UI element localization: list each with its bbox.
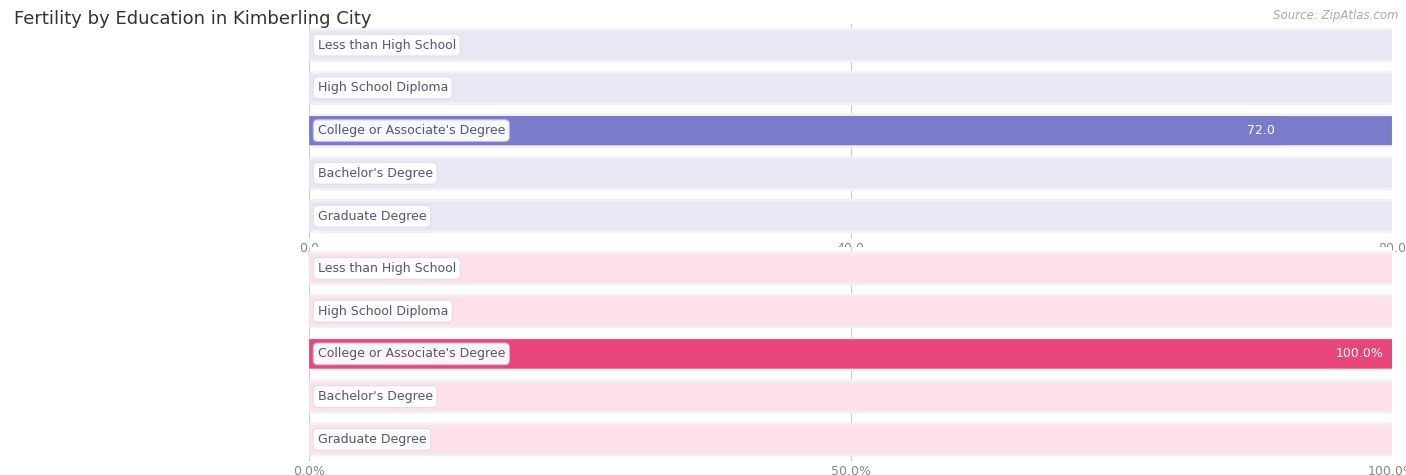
FancyBboxPatch shape bbox=[309, 337, 1392, 371]
Text: Source: ZipAtlas.com: Source: ZipAtlas.com bbox=[1274, 10, 1399, 22]
FancyBboxPatch shape bbox=[309, 296, 1392, 326]
FancyBboxPatch shape bbox=[309, 422, 1392, 456]
FancyBboxPatch shape bbox=[309, 116, 1284, 145]
Text: 0.0%: 0.0% bbox=[321, 304, 352, 318]
Text: College or Associate's Degree: College or Associate's Degree bbox=[318, 347, 505, 361]
Text: 0.0: 0.0 bbox=[321, 81, 340, 95]
FancyBboxPatch shape bbox=[309, 30, 1392, 60]
Text: Less than High School: Less than High School bbox=[318, 262, 456, 275]
FancyBboxPatch shape bbox=[309, 380, 1392, 414]
FancyBboxPatch shape bbox=[309, 201, 1392, 231]
Text: Bachelor's Degree: Bachelor's Degree bbox=[318, 167, 433, 180]
Text: Fertility by Education in Kimberling City: Fertility by Education in Kimberling Cit… bbox=[14, 10, 371, 28]
FancyBboxPatch shape bbox=[309, 28, 1392, 62]
Text: 0.0: 0.0 bbox=[321, 209, 340, 223]
Text: Bachelor's Degree: Bachelor's Degree bbox=[318, 390, 433, 403]
Text: 100.0%: 100.0% bbox=[1336, 347, 1384, 361]
Text: 0.0%: 0.0% bbox=[321, 390, 352, 403]
Text: Graduate Degree: Graduate Degree bbox=[318, 433, 426, 446]
Text: 0.0%: 0.0% bbox=[321, 433, 352, 446]
FancyBboxPatch shape bbox=[309, 382, 1392, 411]
FancyBboxPatch shape bbox=[309, 294, 1392, 328]
Text: High School Diploma: High School Diploma bbox=[318, 81, 449, 95]
Text: Graduate Degree: Graduate Degree bbox=[318, 209, 426, 223]
FancyBboxPatch shape bbox=[309, 71, 1392, 105]
FancyBboxPatch shape bbox=[309, 156, 1392, 190]
Text: 0.0: 0.0 bbox=[321, 38, 340, 52]
FancyBboxPatch shape bbox=[309, 73, 1392, 103]
FancyBboxPatch shape bbox=[309, 114, 1392, 148]
Text: Less than High School: Less than High School bbox=[318, 38, 456, 52]
Text: 0.0%: 0.0% bbox=[321, 262, 352, 275]
FancyBboxPatch shape bbox=[309, 339, 1392, 369]
FancyBboxPatch shape bbox=[309, 425, 1392, 454]
FancyBboxPatch shape bbox=[309, 254, 1392, 283]
Text: 0.0: 0.0 bbox=[321, 167, 340, 180]
Text: High School Diploma: High School Diploma bbox=[318, 304, 449, 318]
Text: 72.0: 72.0 bbox=[1247, 124, 1275, 137]
Text: College or Associate's Degree: College or Associate's Degree bbox=[318, 124, 505, 137]
FancyBboxPatch shape bbox=[309, 199, 1392, 233]
FancyBboxPatch shape bbox=[309, 159, 1392, 188]
FancyBboxPatch shape bbox=[309, 116, 1392, 145]
FancyBboxPatch shape bbox=[309, 251, 1392, 285]
FancyBboxPatch shape bbox=[309, 339, 1392, 369]
